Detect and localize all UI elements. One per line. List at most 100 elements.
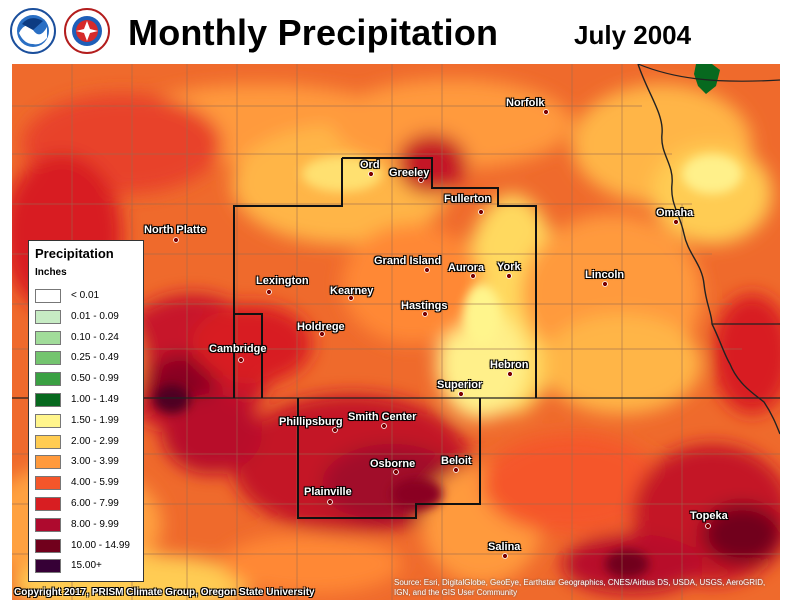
city-marker-superior [458, 391, 464, 397]
legend-swatch [35, 372, 61, 387]
legend-swatch [35, 538, 61, 553]
legend-item: 8.00 - 9.99 [35, 517, 139, 533]
legend-swatch [35, 330, 61, 345]
city-label-superior: Superior [437, 379, 483, 391]
city-marker-ord [368, 171, 374, 177]
service-area-outline-ne [233, 157, 537, 398]
city-marker-hebron [507, 371, 513, 377]
city-marker-greeley [418, 177, 424, 183]
city-label-north-platte: North Platte [144, 224, 207, 236]
city-label-osborne: Osborne [370, 458, 416, 470]
city-marker-kearney [348, 295, 354, 301]
city-label-grand-island: Grand Island [374, 255, 442, 267]
city-marker-salina [502, 553, 508, 559]
city-marker-holdrege [319, 331, 325, 337]
legend-swatch [35, 517, 61, 532]
legend-swatch [35, 559, 61, 574]
legend-label: 3.00 - 3.99 [71, 456, 119, 468]
legend-label: 8.00 - 9.99 [71, 518, 119, 530]
legend-label: 0.10 - 0.24 [71, 331, 119, 343]
city-label-kearney: Kearney [330, 285, 374, 297]
city-marker-grand-island [424, 267, 430, 273]
city-marker-omaha [673, 219, 679, 225]
legend-item: 0.25 - 0.49 [35, 351, 139, 366]
legend-item: 2.00 - 2.99 [35, 434, 139, 450]
city-label-smith-center: Smith Center [348, 411, 417, 423]
city-marker-phillipsburg [332, 427, 338, 433]
city-label-holdrege: Holdrege [297, 321, 345, 333]
city-label-topeka: Topeka [690, 510, 728, 522]
noaa-seal-icon [10, 8, 56, 54]
legend-swatch [35, 289, 61, 303]
legend-label: 15.00+ [71, 560, 102, 572]
city-marker-cambridge [238, 357, 244, 363]
city-label-norfolk: Norfolk [506, 97, 545, 109]
city-marker-smith-center [381, 423, 387, 429]
missouri-river [637, 64, 780, 435]
legend-item: 15.00+ [35, 559, 139, 574]
legend-label: 0.25 - 0.49 [71, 352, 119, 364]
city-marker-plainville [327, 499, 333, 505]
legend-item: 1.00 - 1.49 [35, 393, 139, 408]
precipitation-legend: Precipitation Inches < 0.01 0.01 - 0.09 0.… [28, 240, 144, 582]
legend-item: 10.00 - 14.99 [35, 538, 139, 554]
service-area-outline-ks [297, 398, 481, 519]
city-marker-lexington [266, 289, 272, 295]
legend-item: 0.01 - 0.09 [35, 309, 139, 325]
legend-label: 0.50 - 0.99 [71, 373, 119, 385]
city-label-ord: Ord [360, 159, 380, 171]
city-marker-aurora [470, 273, 476, 279]
legend-label: 0.01 - 0.09 [71, 310, 119, 322]
legend-item: 3.00 - 3.99 [35, 455, 139, 470]
city-label-hebron: Hebron [490, 359, 529, 371]
city-label-omaha: Omaha [656, 207, 694, 219]
legend-label: 1.50 - 1.99 [71, 414, 119, 426]
map-title: Monthly Precipitation [128, 12, 499, 53]
legend-label: 1.00 - 1.49 [71, 394, 119, 405]
city-label-greeley: Greeley [389, 167, 430, 179]
precip-max-patch [694, 64, 720, 94]
precipitation-map[interactable] [12, 64, 780, 600]
legend-swatch [35, 413, 61, 428]
city-marker-osborne [393, 469, 399, 475]
basemap-sources-text: Source: Esri, DigitalGlobe, GeoEye, Eart… [394, 578, 766, 597]
city-label-lexington: Lexington [256, 275, 309, 287]
nws-seal-icon [64, 8, 110, 54]
legend-swatch [35, 455, 61, 470]
city-label-fullerton: Fullerton [444, 193, 492, 205]
city-marker-topeka [705, 523, 711, 529]
city-marker-norfolk [543, 109, 549, 115]
city-label-lincoln: Lincoln [585, 269, 625, 281]
city-label-hastings: Hastings [401, 300, 448, 312]
city-marker-lincoln [602, 281, 608, 287]
legend-units: Inches [35, 267, 67, 278]
city-marker-north-platte [173, 237, 179, 243]
state-border-north [637, 64, 780, 82]
legend-label: 6.00 - 7.99 [71, 498, 119, 509]
legend-swatch [35, 497, 61, 511]
legend-item: 6.00 - 7.99 [35, 497, 139, 512]
city-label-salina: Salina [488, 541, 521, 553]
city-label-york: York [497, 261, 521, 273]
legend-label: 2.00 - 2.99 [71, 435, 119, 447]
city-markers [173, 109, 711, 559]
map-header: Monthly Precipitation July 2004 [0, 0, 792, 64]
city-marker-york [506, 273, 512, 279]
copyright-text: Copyright 2017, PRISM Climate Group, Ore… [14, 587, 315, 598]
legend-swatch [35, 309, 61, 324]
legend-title: Precipitation [35, 246, 114, 261]
legend-item: 1.50 - 1.99 [35, 413, 139, 429]
legend-swatch [35, 434, 61, 449]
city-label-cambridge: Cambridge [209, 343, 267, 355]
city-marker-beloit [453, 467, 459, 473]
legend-label: < 0.01 [71, 290, 100, 301]
legend-swatch [35, 476, 61, 491]
city-label-phillipsburg: Phillipsburg [279, 416, 343, 428]
city-label-plainville: Plainville [304, 486, 352, 498]
legend-swatch [35, 393, 61, 407]
legend-item: 0.10 - 0.24 [35, 330, 139, 346]
city-marker-fullerton [478, 209, 484, 215]
legend-label: 10.00 - 14.99 [71, 539, 130, 551]
city-marker-hastings [422, 311, 428, 317]
legend-item: 0.50 - 0.99 [35, 372, 139, 387]
